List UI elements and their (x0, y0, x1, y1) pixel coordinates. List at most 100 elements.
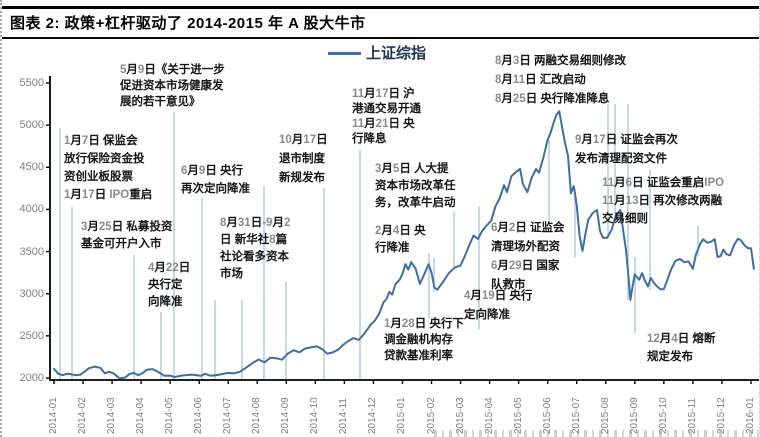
event-annotation-line: 务，改革牛启动 (375, 197, 456, 209)
x-axis-tick-label: 2014-10 (309, 397, 321, 434)
event-annotation-line: 12月4日 熔断 (647, 333, 716, 345)
event-annotation-line: 向降准 (148, 296, 183, 308)
event-annotation-line: 3月25日 私募投资 (81, 221, 173, 233)
event-annotation: 8月31日-9月2 日 新华社8篇 社论看多资本 市场 (220, 215, 290, 283)
event-annotation: 10月17日 退市制度新规发布 (279, 131, 328, 188)
y-axis-tick-label: 3000 (19, 287, 44, 300)
event-annotation: 4月19日 央行 定向降准 (464, 287, 532, 325)
event-annotation: 12月4日 熔断 规定发布 (647, 330, 715, 366)
event-annotation: 3月25日 私募投资 基金可开户入市 (81, 219, 172, 253)
event-annotation: 6月2日 证监会 清理场外配资 6月29日 国家 队救市 (491, 219, 565, 295)
event-annotation: 4月22日央行定向降准 (148, 260, 190, 311)
event-annotation-line: 11月21日 央 (352, 118, 415, 130)
y-axis-tick-label: 4500 (19, 161, 44, 174)
x-axis-tick-label: 2014-05 (164, 397, 176, 434)
chart-title-bar: 图表 2: 政策+杠杆驱动了 2014-2015 年 A 股大牛市 (2, 6, 759, 39)
event-annotation: 8月3日 两融交易细则修改 8月11日 汇改启动 8月25日 央行降准降息 (495, 52, 626, 109)
cutoff-watermark-remnant (434, 430, 759, 437)
legend-label: 上证综指 (366, 45, 427, 62)
event-annotation-line: 调金融机构存 (384, 334, 453, 346)
x-axis-tick-label: 2015-03 (454, 397, 466, 434)
event-annotation-line: 港通交易开通 (352, 103, 421, 115)
chart-title: 图表 2: 政策+杠杆驱动了 2014-2015 年 A 股大牛市 (10, 15, 366, 32)
event-annotation: 1月28日 央行下 调金融机构存 贷款基准利率 (384, 316, 464, 364)
event-annotation-line: 放行保险资金投 (64, 153, 145, 165)
event-annotation: 2月4日 央行降准 (375, 223, 426, 257)
x-axis-tick-label: 2015-07 (570, 397, 582, 434)
event-annotation-line: 市场 (220, 268, 243, 280)
event-annotation-line: 8月3日 两融交易细则修改 (495, 55, 627, 67)
event-annotation: 3月5日 人大提 资本市场改革任 务，改革牛启动 (375, 161, 456, 212)
x-axis-tick-label: 2015-08 (599, 397, 611, 434)
event-annotation-line: 资创业板股票 (64, 171, 133, 183)
x-axis-tick-label: 2014-07 (222, 397, 234, 434)
event-annotation-line: 交易细则 (602, 213, 648, 225)
y-axis-tick-label: 2500 (19, 329, 44, 342)
event-annotation-line: 清理场外配资 (491, 241, 560, 253)
x-axis-tick-label: 2014-04 (135, 397, 147, 434)
event-annotation-line: 资本市场改革任 (375, 180, 456, 192)
event-annotation-line: 发布清理配资文件 (575, 153, 667, 165)
y-axis-tick-label: 4000 (19, 203, 44, 216)
legend-line-swatch (328, 52, 361, 55)
event-annotation-line: 4月19日 央行 (464, 290, 533, 302)
event-annotation-line: 1月28日 央行下 (384, 318, 464, 330)
event-annotation-line: 1月7日 保监会 (64, 135, 138, 147)
event-annotation: 11月17日 沪港通交易开通 11月21日 央行降息 (352, 87, 421, 147)
event-annotation-line: 央行定 (148, 279, 183, 291)
event-annotation-line: 8月31日-9月2 (220, 217, 291, 229)
x-axis-tick-label: 2016-01 (744, 397, 756, 434)
event-annotation-line: 队救市 (491, 279, 526, 291)
x-axis-tick-label: 2014-09 (280, 397, 292, 434)
event-annotation-line: 6月9日 央行 (181, 165, 244, 177)
event-annotation-line: 2月4日 央 (375, 225, 426, 237)
y-axis-tick-label: 3500 (19, 245, 44, 258)
y-axis-tick-label: 5000 (19, 119, 44, 132)
event-annotation-line: 6月2日 证监会 (491, 222, 565, 234)
event-annotation-line: 退市制度 (279, 153, 325, 165)
event-annotation-line: 社论看多资本 (220, 251, 289, 263)
event-annotation-line: 4月22日 (148, 262, 191, 274)
y-axis-tick-label: 2000 (19, 372, 44, 384)
x-axis-tick-label: 2015-11 (686, 398, 698, 434)
y-axis-tick-label: 5500 (19, 77, 44, 89)
x-axis-tick-label: 2014-01 (48, 397, 59, 434)
event-annotation-line: 11月17日 沪 (352, 88, 415, 100)
x-axis-tick-label: 2014-06 (193, 397, 205, 434)
event-annotation-line: 6月29日 国家 (491, 260, 560, 272)
x-axis-tick-label: 2014-12 (367, 397, 379, 434)
x-axis-tick-label: 2015-05 (512, 397, 524, 434)
event-annotation: 11月6日 证监会重启IPO 11月13日 再次修改两融 交易细则 (602, 174, 724, 228)
x-axis-tick-label: 2014-03 (106, 397, 118, 434)
event-annotation-line: 1月17日 IPO重启 (64, 189, 153, 201)
event-annotation-line: 11月13日 再次修改两融 (602, 195, 723, 207)
event-annotation-line: 5月9日《关于进一步 (120, 64, 225, 76)
event-annotation-line: 促进资本市场健康发 (120, 80, 224, 92)
axes (49, 76, 759, 381)
x-axis-tick-label: 2014-02 (77, 397, 89, 434)
event-annotation: 6月9日 央行 再次定向降准 (181, 162, 250, 198)
x-axis-tick-label: 2015-09 (628, 397, 640, 434)
event-annotation-line: 展的若干意见》 (120, 96, 201, 108)
event-annotation-line: 贷款基准利率 (384, 350, 453, 362)
event-annotation-line: 行降准 (375, 242, 410, 254)
event-annotation-line: 3月5日 人大提 (375, 163, 449, 175)
event-annotation-line: 再次定向降准 (181, 183, 250, 195)
event-annotation-line: 基金可开户入市 (81, 238, 162, 250)
event-annotation-line: 日 新华社8篇 (220, 234, 288, 246)
event-annotation: 1月7日 保监会 放行保险资金投 资创业板股票 1月17日 IPO重启 (64, 132, 152, 204)
event-annotation-line: 行降息 (352, 133, 387, 145)
event-annotation: 5月9日《关于进一步 促进资本市场健康发 展的若干意见》 (120, 62, 225, 110)
event-annotation-line: 10月17日 (279, 134, 328, 146)
event-annotation: 9月17日 证监会再次 发布清理配资文件 (575, 131, 678, 169)
x-axis-tick-label: 2015-01 (396, 397, 408, 434)
x-axis-tick-label: 2014-08 (251, 397, 263, 434)
x-axis-tick-label: 2015-12 (715, 397, 727, 434)
x-axis-tick-label: 2015-02 (425, 397, 437, 434)
event-annotation-line: 规定发布 (647, 351, 693, 363)
event-annotation-line: 定向降准 (464, 309, 510, 321)
event-annotation-line: 新规发布 (279, 172, 325, 184)
price-line-series (53, 110, 755, 380)
